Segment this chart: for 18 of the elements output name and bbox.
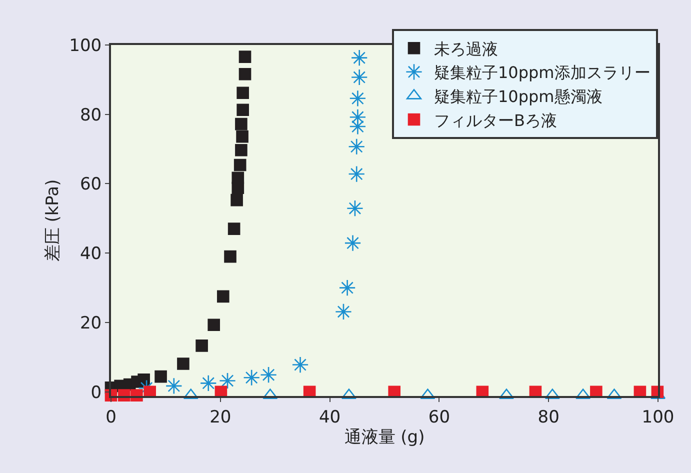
y-tick-label: 20	[80, 313, 102, 334]
x-tick-label: 20	[210, 407, 232, 428]
x-tick-label: 80	[538, 407, 560, 428]
legend-label: 疑集粒子10ppm懸濁液	[434, 86, 602, 106]
legend-label: 疑集粒子10ppm添加スラリー	[434, 63, 650, 82]
x-axis-title: 通液量 (g)	[344, 427, 425, 448]
legend-label: フィルターBろ液	[434, 110, 557, 130]
x-tick-label: 0	[106, 407, 116, 428]
x-tick-label: 100	[642, 407, 674, 428]
y-tick-label: 0	[90, 382, 102, 403]
y-tick-label: 60	[80, 174, 102, 195]
y-tick-label: 100	[69, 36, 102, 56]
x-tick-label: 60	[428, 407, 450, 428]
y-tick-label: 80	[80, 105, 102, 126]
y-axis-title: 差圧 (kPa)	[43, 179, 64, 262]
x-tick-label: 40	[318, 407, 341, 428]
legend-label: 未ろ過液	[434, 39, 498, 58]
y-tick-label: 40	[80, 244, 102, 264]
